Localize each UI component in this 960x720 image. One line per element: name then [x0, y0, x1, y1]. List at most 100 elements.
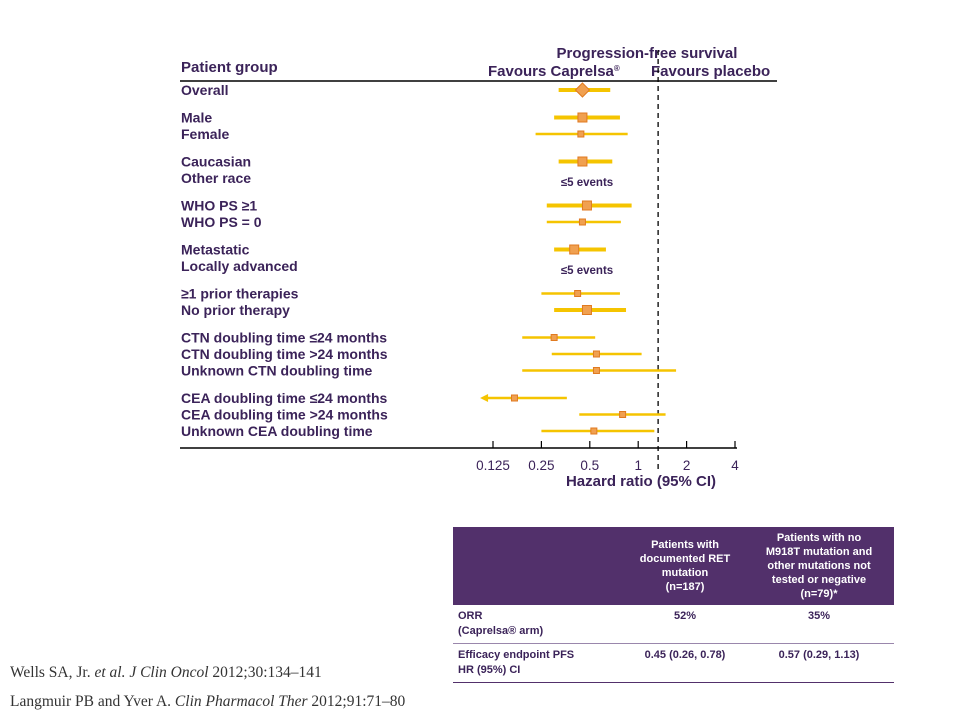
- header-line: (n=79)*: [800, 588, 838, 600]
- row-label-line: Efficacy endpoint PFS: [458, 649, 575, 661]
- row-label: Metastatic: [181, 242, 250, 258]
- point-estimate: [569, 244, 580, 255]
- forest-row: Locally advanced ≤5 events: [181, 258, 613, 277]
- row-label: Locally advanced: [181, 258, 298, 274]
- point-estimate: [577, 112, 588, 123]
- forest-row: CTN doubling time >24 months: [181, 346, 642, 362]
- forest-row: Caucasian: [181, 154, 613, 170]
- row-label: Caucasian: [181, 154, 251, 170]
- row-label-line: (Caprelsa® arm): [458, 625, 544, 637]
- point-estimate: [581, 200, 592, 211]
- forest-row: CEA doubling time ≤24 months: [181, 390, 567, 406]
- column-header: Patient group: [181, 59, 278, 76]
- x-tick-label: 4: [731, 458, 739, 473]
- forest-row: Female: [181, 126, 628, 142]
- row-label: Unknown CTN doubling time: [181, 363, 373, 379]
- ref-etal: et al.: [94, 664, 126, 681]
- reference-1: Wells SA, Jr. et al. J Clin Oncol 2012;3…: [10, 664, 322, 682]
- row-label: Other race: [181, 170, 251, 186]
- ref-authors: Langmuir PB and Yver A.: [10, 693, 175, 710]
- row-label: Overall: [181, 82, 228, 98]
- row-label: Female: [181, 126, 229, 142]
- x-tick-label: 2: [683, 458, 691, 473]
- x-tick-label: 0.125: [476, 458, 510, 473]
- summary-header-no-m918t: Patients with no M918T mutation and othe…: [744, 527, 894, 605]
- summary-header-empty: [453, 527, 626, 605]
- note-label: ≤5 events: [561, 177, 613, 189]
- ref-journal: J Clin Oncol: [129, 664, 209, 681]
- row-label: CEA doubling time ≤24 months: [181, 390, 387, 406]
- x-axis-label: Hazard ratio (95% CI): [566, 473, 716, 490]
- row-label: ≥1 prior therapies: [181, 286, 299, 302]
- forest-row: Overall: [181, 82, 611, 98]
- row-label: WHO PS = 0: [181, 214, 262, 230]
- point-estimate: [577, 130, 585, 138]
- row-label: Unknown CEA doubling time: [181, 423, 373, 439]
- header-line: other mutations not: [767, 560, 871, 572]
- row-label-line: ORR: [458, 610, 483, 622]
- x-tick-label: 0.5: [580, 458, 599, 473]
- summary-header-ret: Patients with documented RET mutation (n…: [626, 527, 744, 605]
- forest-row: WHO PS = 0: [181, 214, 621, 230]
- table-row: Efficacy endpoint PFS HR (95%) CI 0.45 (…: [453, 643, 894, 683]
- point-estimate: [577, 156, 588, 167]
- header-line: tested or negative: [771, 574, 867, 586]
- row-value-ret: 52%: [626, 605, 744, 644]
- favours-right-label: Favours placebo: [651, 63, 770, 80]
- row-value-no-m918t: 35%: [744, 605, 894, 644]
- ref-citation: 2012;30:134–141: [208, 664, 322, 681]
- row-label: ORR (Caprelsa® arm): [453, 605, 626, 644]
- forest-row: Metastatic: [181, 242, 606, 258]
- row-label: CTN doubling time ≤24 months: [181, 330, 387, 346]
- point-estimate: [574, 290, 582, 297]
- point-estimate: [592, 367, 600, 374]
- chart-title: Progression-free survival: [557, 45, 738, 62]
- row-label: CTN doubling time >24 months: [181, 346, 388, 362]
- forest-row: Male: [181, 110, 620, 126]
- point-estimate: [550, 334, 558, 341]
- row-value-no-m918t: 0.57 (0.29, 1.13): [744, 643, 894, 683]
- header-line: Patients with no: [776, 532, 862, 544]
- forest-row: ≥1 prior therapies: [181, 286, 620, 302]
- row-label: No prior therapy: [181, 302, 290, 318]
- forest-plot: Progression-free survival Patient group …: [180, 45, 777, 490]
- row-label: Male: [181, 110, 212, 126]
- header-line: Patients with: [651, 539, 719, 551]
- header-line: M918T mutation and: [765, 546, 873, 558]
- header-line: documented RET: [639, 553, 731, 565]
- header-line: mutation: [661, 567, 709, 579]
- forest-row: No prior therapy: [181, 302, 627, 318]
- summary-table: Patients with documented RET mutation (n…: [453, 527, 894, 683]
- x-tick-label: 0.25: [528, 458, 554, 473]
- row-label: CEA doubling time >24 months: [181, 407, 388, 423]
- registered-mark: ®: [614, 64, 620, 73]
- header-line: (n=187): [665, 581, 705, 593]
- point-estimate: [581, 305, 592, 315]
- ref-citation: 2012;91:71–80: [307, 693, 406, 710]
- reference-2: Langmuir PB and Yver A. Clin Pharmacol T…: [10, 693, 405, 711]
- row-label: WHO PS ≥1: [181, 198, 257, 214]
- point-estimate: [510, 394, 518, 402]
- forest-row: Other race ≤5 events: [181, 170, 613, 189]
- table-row: ORR (Caprelsa® arm) 52% 35%: [453, 605, 894, 644]
- point-estimate: [578, 218, 586, 226]
- forest-row: WHO PS ≥1: [181, 198, 632, 214]
- summary-header-row: Patients with documented RET mutation (n…: [453, 527, 894, 605]
- forest-row: Unknown CTN doubling time: [181, 363, 677, 379]
- note-label: ≤5 events: [561, 265, 613, 277]
- forest-row: CEA doubling time >24 months: [181, 407, 666, 423]
- forest-row: Unknown CEA doubling time: [181, 423, 655, 439]
- x-tick-label: 1: [634, 458, 642, 473]
- point-estimate: [619, 411, 627, 418]
- point-estimate: [590, 427, 598, 435]
- row-label-line: HR (95%) CI: [458, 664, 521, 676]
- point-estimate: [574, 82, 591, 98]
- arrow-left-icon: [480, 394, 489, 402]
- ref-journal: Clin Pharmacol Ther: [174, 693, 308, 710]
- favours-left-label: Favours Caprelsa®: [488, 63, 620, 80]
- row-label: Efficacy endpoint PFS HR (95%) CI: [453, 643, 626, 683]
- forest-row: CTN doubling time ≤24 months: [181, 330, 596, 346]
- point-estimate: [592, 350, 600, 358]
- row-value-ret: 0.45 (0.26, 0.78): [626, 643, 744, 683]
- ref-authors: Wells SA, Jr.: [10, 664, 95, 681]
